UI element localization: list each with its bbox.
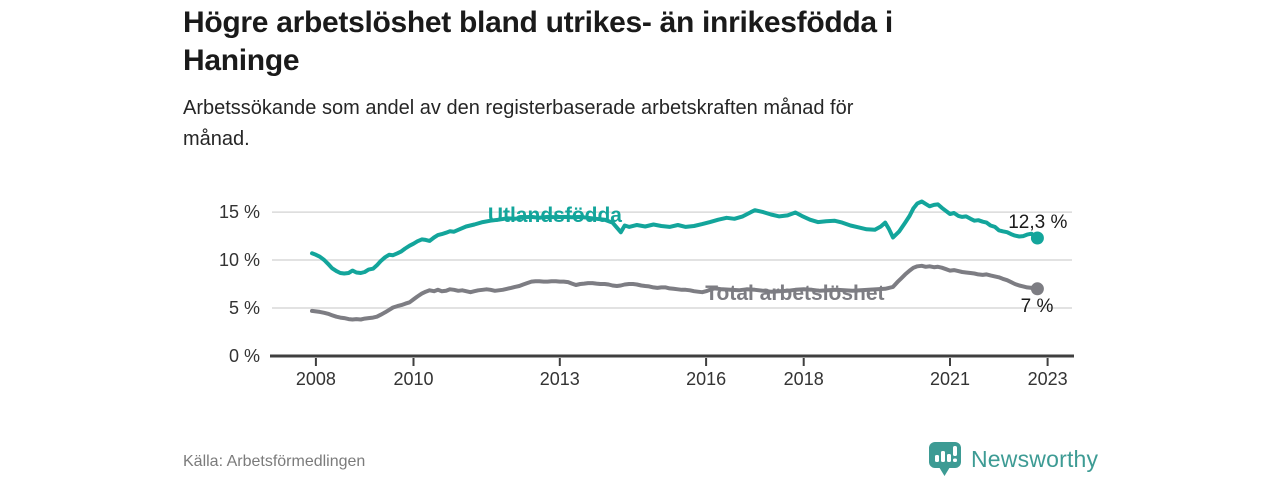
series-end-value-label-2: 7 % [1021,296,1054,317]
series-label-2: Total arbetslöshet [705,282,884,305]
y-tick-label: 15 % [219,202,260,222]
chart-subtitle-line-2: månad. [183,128,250,150]
chart-subtitle: Arbetssökande som andel av den registerb… [183,93,893,155]
page-title: Högre arbetslöshet bland utrikes- än inr… [183,4,893,80]
bar-chart-speech-bubble-icon [929,442,961,476]
series-label-1: Utlandsfödda [488,204,622,227]
page-title-line-1: Högre arbetslöshet bland utrikes- än inr… [183,6,893,39]
x-tick-label: 2013 [540,369,580,389]
chart-header: Högre arbetslöshet bland utrikes- än inr… [183,4,893,155]
y-tick-label: 0 % [229,346,260,366]
series-end-dot-1 [1030,231,1044,245]
y-tick-label: 10 % [219,250,260,270]
newsworthy-logo[interactable]: Newsworthy [928,441,1098,477]
y-tick-label: 5 % [229,298,260,318]
series-line-2 [310,263,1040,322]
series-line-1 [310,199,1040,276]
chart-subtitle-line-1: Arbetssökande som andel av den registerb… [183,97,854,119]
x-tick-label: 2021 [930,369,970,389]
x-tick-label: 2008 [296,369,336,389]
series-end-dot-2 [1030,282,1044,296]
x-tick-label: 2010 [393,369,433,389]
series-end-value-label-1: 12,3 % [1008,212,1067,233]
x-tick-label: 2023 [1028,369,1068,389]
page-title-line-2: Haninge [183,44,300,77]
brand-name: Newsworthy [971,445,1099,472]
x-tick-label: 2016 [686,369,726,389]
x-tick-label: 2018 [784,369,824,389]
source-note: Källa: Arbetsförmedlingen [183,453,366,470]
